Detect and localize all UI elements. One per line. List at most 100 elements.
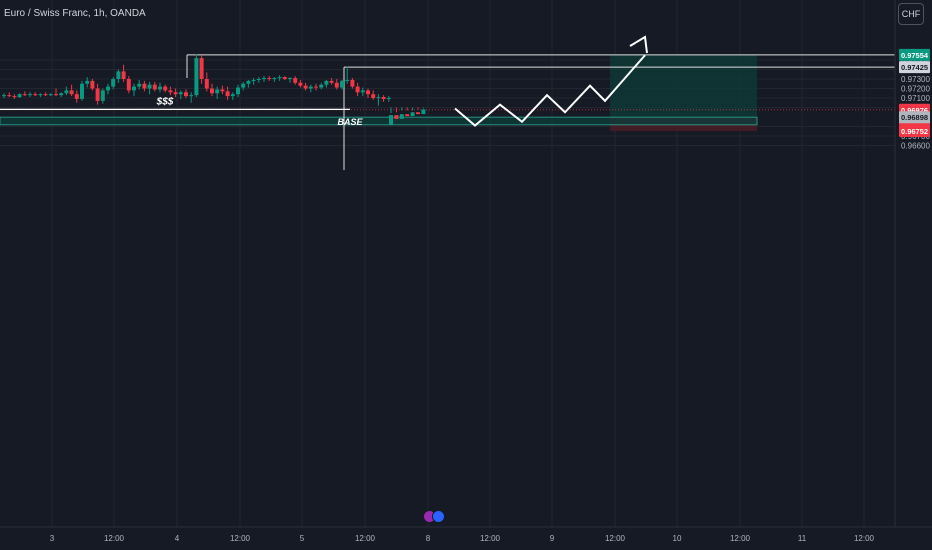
candle-body	[7, 95, 12, 97]
drawings	[454, 35, 648, 127]
price-tick-label: 0.97300	[901, 75, 930, 84]
candle-body	[12, 96, 17, 98]
candle-body	[126, 79, 131, 91]
candle-body	[116, 71, 121, 79]
candle-body	[225, 91, 230, 97]
candle-body	[256, 79, 261, 80]
time-tick-label: 12:00	[854, 534, 875, 543]
time-tick-label: 8	[426, 534, 431, 543]
candle-body	[90, 80, 95, 89]
candle-body	[262, 78, 266, 80]
time-tick-label: 11	[798, 534, 807, 543]
trade-zones	[0, 54, 758, 132]
candle-body	[163, 86, 168, 91]
candle-body	[178, 92, 183, 95]
price-tag-bg	[899, 111, 930, 124]
candle-body	[137, 83, 142, 87]
time-tick-label: 12:00	[605, 534, 626, 543]
candle-body	[381, 97, 386, 99]
candle-body	[303, 85, 308, 89]
candle-body	[394, 115, 399, 119]
candle-body	[2, 95, 6, 97]
time-tick-label: 12:00	[480, 534, 501, 543]
time-tick-label: 4	[175, 534, 180, 543]
candle-body	[54, 94, 58, 96]
candle-body	[334, 82, 339, 88]
candle-body	[194, 58, 199, 96]
price-tag-text: 0.96976	[901, 106, 928, 115]
candle-body	[405, 114, 410, 117]
candle-body	[17, 94, 22, 98]
candle-body	[421, 109, 426, 115]
candle-body	[251, 79, 256, 81]
candle-body	[282, 77, 287, 79]
candle-body	[74, 94, 79, 99]
chart-title: Euro / Swiss Franc, 1h, OANDA	[4, 8, 146, 19]
candle-body	[272, 78, 277, 80]
candle-body	[121, 71, 126, 79]
horizontal-levels: $$$ BASE	[0, 54, 895, 170]
candle-body	[28, 94, 32, 96]
price-tag-bg	[899, 61, 930, 74]
candle-body	[366, 90, 370, 95]
time-tick-label: 9	[550, 534, 555, 543]
candle-body	[277, 77, 282, 79]
price-axis-bg	[895, 0, 932, 550]
candle-body	[215, 89, 220, 94]
arrow-head	[629, 35, 648, 54]
price-axis: 0.975000.974000.973000.972000.971000.970…	[894, 0, 932, 550]
candle-body	[399, 114, 404, 119]
candle-body	[319, 84, 324, 88]
candle-body	[267, 78, 272, 80]
price-tag-bg	[899, 125, 930, 138]
candle-body	[293, 78, 298, 83]
candle-body	[314, 86, 318, 88]
candle-body	[410, 112, 415, 117]
candle-body	[59, 93, 64, 96]
currency-flag-icon[interactable]	[432, 510, 445, 523]
candle-body	[288, 78, 292, 80]
candle-body	[106, 86, 110, 91]
base-zone	[0, 116, 758, 126]
candle-body	[204, 79, 209, 89]
liquidity-label: $$$	[156, 96, 174, 107]
candle-body	[64, 90, 69, 94]
candle-body	[355, 86, 360, 93]
time-tick-label: 12:00	[104, 534, 125, 543]
event-icons[interactable]	[423, 510, 445, 523]
price-tick-label: 0.97100	[901, 94, 930, 103]
candle-body	[308, 86, 313, 89]
candle-body	[298, 82, 303, 86]
candle-body	[152, 84, 157, 90]
candle-body	[43, 94, 48, 96]
candle-body	[48, 94, 53, 96]
candle-body	[80, 83, 84, 99]
candle-body	[100, 90, 105, 101]
candle-body	[22, 94, 27, 96]
candle-body	[69, 90, 74, 95]
candle-body	[236, 87, 240, 95]
candle-body	[376, 97, 381, 99]
candle-body	[95, 88, 100, 101]
price-tag-bg	[899, 48, 930, 61]
candle-body	[142, 83, 147, 89]
base-label: BASE	[337, 117, 363, 127]
time-tick-label: 3	[50, 534, 55, 543]
price-tag-text: 0.97554	[901, 51, 929, 60]
candle-body	[38, 94, 43, 96]
candle-body	[324, 80, 329, 85]
price-tag-text: 0.96898	[901, 113, 928, 122]
currency-button[interactable]: CHF	[898, 3, 924, 25]
candle-body	[386, 98, 391, 99]
price-tick-label: 0.96600	[901, 142, 930, 151]
candle-body	[85, 80, 90, 84]
candle-body	[246, 80, 251, 84]
candle-body	[350, 79, 355, 87]
candle-body	[147, 84, 152, 89]
time-tick-label: 5	[300, 534, 305, 543]
candle-body	[241, 83, 246, 88]
candle-body	[111, 79, 116, 87]
candle-body	[371, 94, 376, 98]
